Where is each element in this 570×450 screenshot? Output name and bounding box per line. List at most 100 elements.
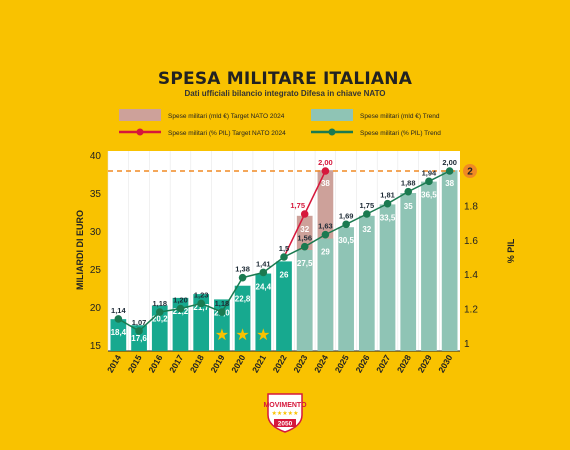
pil-trend-point [342,220,350,229]
bar-value-label: 29 [321,248,330,257]
x-tick-label: 2027 [374,353,392,375]
x-tick-label: 2023 [291,353,309,375]
legend-marker [328,128,336,136]
x-tick-label: 2020 [229,353,247,375]
target-line-badge [463,164,477,178]
y-tick-label: 40 [90,151,102,162]
pil-trend-point [363,210,371,218]
svg-text:★★★★★: ★★★★★ [272,410,299,417]
target-bar-value-label: 32 [300,225,309,234]
trend-bar [338,227,354,351]
pil-trend-label: 1,5 [279,244,289,253]
pil-trend-label: 2,00 [442,158,457,167]
pil-trend-point [197,299,205,308]
legend-marker [136,128,144,136]
movimento-logo-icon: MOVIMENTO ★★★★★ 2050 [263,393,307,433]
star-icon: ★ [215,325,229,344]
x-tick-label: 2015 [126,353,144,375]
x-tick-label: 2018 [188,353,206,375]
actual-bar [110,319,127,351]
pil-target-point [300,210,309,218]
actual-bar [234,285,251,351]
star-icon: ★ [235,325,249,344]
pil-trend-label: 1,07 [132,318,147,327]
x-tick-label: 2022 [271,353,289,375]
pil-trend-label: 1,14 [111,306,126,315]
y2-tick-label: 1.6 [464,236,478,247]
pil-trend-label: 1,75 [360,201,375,210]
pil-trend-label: 1,23 [194,290,209,299]
pil-trend-point [135,327,143,335]
actual-bar [172,297,189,351]
bar-value-label: 38 [445,179,454,188]
y-tick-label: 15 [90,341,102,352]
pil-trend-label: 1,88 [401,179,416,188]
y-tick-label: 35 [90,189,102,200]
pil-trend-point [155,308,164,316]
x-tick-label: 2029 [416,353,434,375]
trend-bar [296,250,313,351]
pil-trend-point [300,242,309,251]
chart-subtitle: Dati ufficiali bilancio integrato Difesa… [184,89,386,98]
bar-value-label: 27,5 [297,259,313,268]
x-tick-label: 2017 [167,353,185,375]
legend-swatch [311,109,353,121]
pil-trend-label: 1,81 [380,191,395,200]
y2-axis-label: % PIL [506,238,516,263]
legend-label: Spese militari (mld €) Target NATO 2024 [168,113,285,120]
logo-number: 2050 [278,421,293,428]
x-tick-label: 2025 [333,353,351,375]
pil-trend-point [383,199,392,208]
actual-bar [214,299,230,351]
pil-trend-label: 1,38 [235,265,250,274]
bar-value-label: 36,5 [421,191,437,200]
pil-trend-point [445,167,454,175]
trend-bar [317,238,334,351]
bar-value-label: 18,4 [111,328,127,337]
x-tick-label: 2014 [105,353,123,375]
trend-bar [358,215,375,351]
x-tick-label: 2024 [312,353,330,375]
y2-tick-label: 1.4 [464,270,478,281]
pil-trend-point [425,177,433,186]
y-axis-label: MILIARDI DI EURO [75,210,85,290]
trend-bar [441,170,458,351]
x-tick-label: 2019 [208,353,226,375]
bar-value-label: 21,7 [193,303,209,312]
target-bar-value-label: 38 [321,179,330,188]
bar-value-label: 20,2 [152,314,168,323]
pil-trend-point [176,304,185,313]
pil-trend-label: 1,18 [152,299,167,308]
y-tick-label: 20 [90,303,102,314]
bar-value-label: 22,8 [235,295,251,304]
trend-bar [379,204,396,351]
legend-label: Spese militari (% PIL) Trend [360,130,441,137]
pil-trend-point [404,187,413,196]
star-icon: ★ [256,325,270,344]
pil-trend-label: 1,94 [422,168,437,177]
x-tick-label: 2026 [353,353,371,375]
actual-bar [276,261,292,351]
x-tick-label: 2030 [436,353,454,375]
pil-trend-label: 1,20 [173,296,188,305]
bar-value-label: 24,4 [256,283,272,292]
pil-target-label: 2,00 [318,158,333,167]
pil-trend-label: 1,56 [297,234,312,243]
bar-value-label: 30,5 [338,236,354,245]
y-tick-label: 25 [90,265,102,276]
y2-tick-label: 1.8 [464,201,478,212]
bar-value-label: 35 [404,202,413,211]
bar-value-label: 26 [280,270,289,279]
bar-value-label: 33,5 [380,213,396,222]
legend-swatch [119,109,161,121]
bar-value-label: 17,6 [131,334,147,343]
legend-label: Spese militari (% PIL) Target NATO 2024 [168,130,286,137]
pil-trend-point [238,273,247,282]
x-tick-label: 2021 [250,353,268,375]
trend-bar [400,193,417,351]
pil-trend-point [218,308,226,316]
pil-trend-point [321,230,330,239]
legend-label: Spese militari (mld €) Trend [360,113,440,120]
